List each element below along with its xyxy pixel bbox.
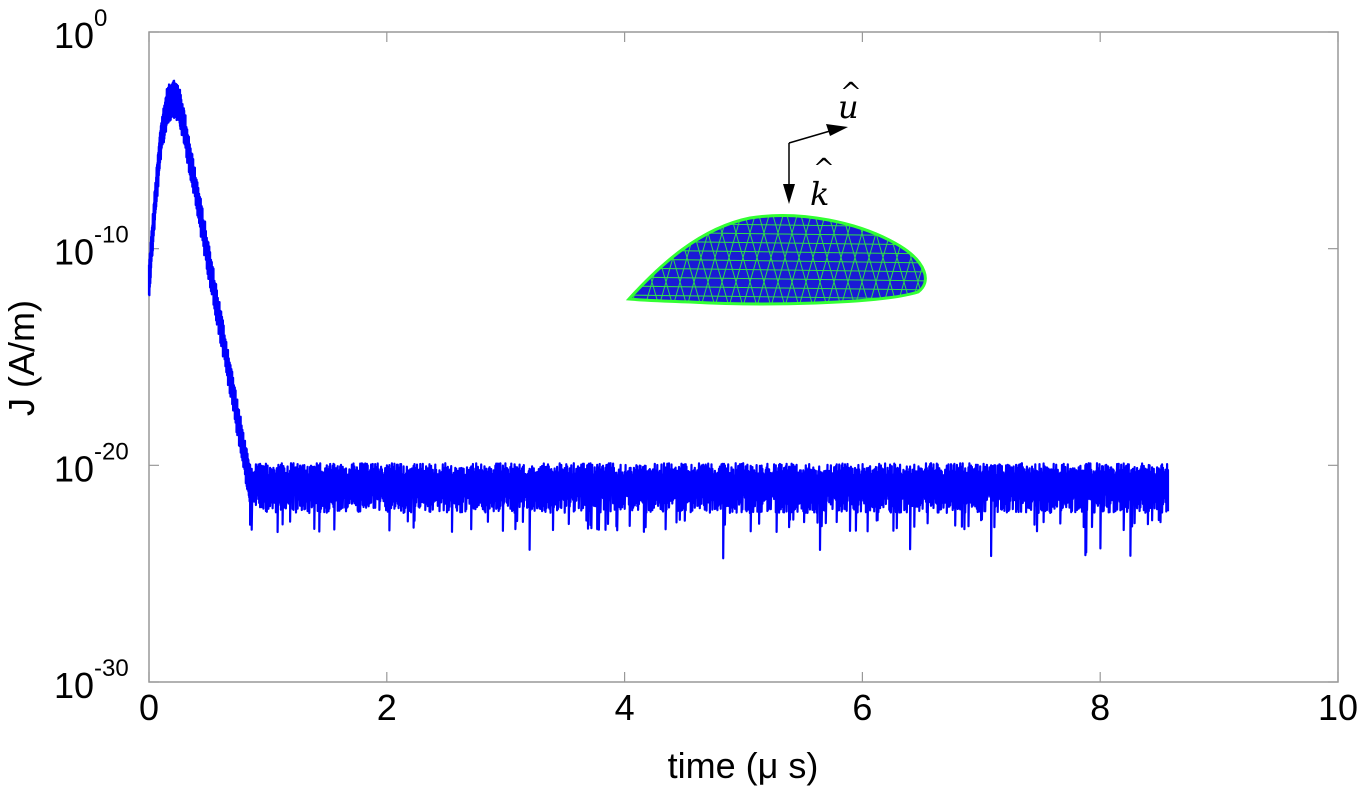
vector-annotations: u ^ k ^ xyxy=(783,78,862,213)
x-tick-label: 0 xyxy=(139,687,159,728)
k-vector-hat: ^ xyxy=(813,154,835,184)
mesh-line xyxy=(629,285,926,291)
u-vector-shaft xyxy=(788,130,831,144)
mesh-line xyxy=(755,215,787,304)
mesh-line xyxy=(629,267,926,273)
inset-mesh-surface xyxy=(625,214,927,306)
mesh-line xyxy=(783,215,815,304)
y-tick-label: 10-20 xyxy=(54,438,129,489)
mesh-line xyxy=(629,276,926,282)
series-group xyxy=(147,79,1170,560)
y-axis-title: J (A/m) xyxy=(1,300,42,416)
x-tick-label: 10 xyxy=(1318,687,1358,728)
mesh-line xyxy=(769,215,801,304)
series-line xyxy=(147,79,1170,560)
mesh-line xyxy=(629,258,926,264)
mesh-line xyxy=(713,215,745,304)
u-vector-hat: ^ xyxy=(840,78,862,108)
mesh-line xyxy=(727,215,759,304)
mesh-line xyxy=(741,215,773,304)
x-tick-label: 8 xyxy=(1090,687,1110,728)
x-axis-title: time (μ s) xyxy=(668,745,819,786)
mesh-body xyxy=(625,214,927,306)
plot-frame xyxy=(148,31,1339,683)
mesh-line xyxy=(811,215,843,304)
y-tick-labels: 100 10-10 10-20 10-30 xyxy=(54,5,129,706)
x-tick-label: 6 xyxy=(852,687,872,728)
y-tick-label: 10-10 xyxy=(54,222,129,273)
mesh-line xyxy=(797,215,829,304)
k-vector-label: k xyxy=(810,175,829,213)
u-vector-label: u xyxy=(838,88,859,126)
x-tick-labels: 0 2 4 6 8 10 xyxy=(139,687,1358,728)
x-tick-label: 2 xyxy=(377,687,397,728)
x-tick-label: 4 xyxy=(615,687,635,728)
k-vector-arrowhead xyxy=(783,184,795,204)
mesh-line xyxy=(923,215,926,304)
u-vector-arrowhead xyxy=(826,124,848,136)
y-tick-label: 100 xyxy=(54,5,107,56)
y-tick-label: 10-30 xyxy=(54,655,129,706)
axis-ticks xyxy=(148,31,1339,683)
mesh-line xyxy=(923,215,926,304)
